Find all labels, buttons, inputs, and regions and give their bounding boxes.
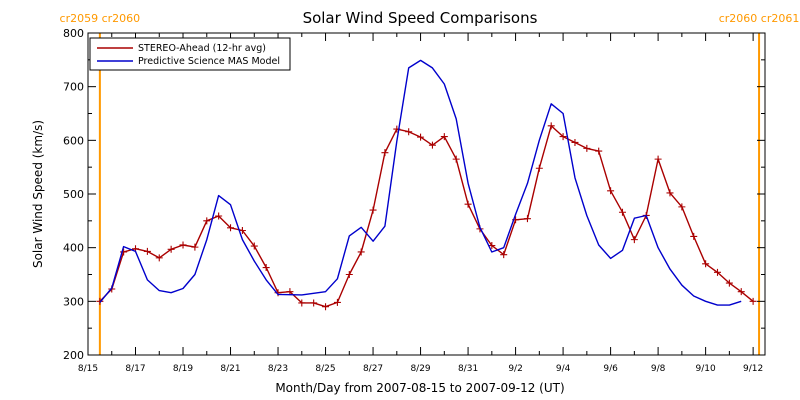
x-tick-label: 8/15 bbox=[78, 364, 98, 374]
data-point-stereo bbox=[678, 203, 686, 211]
carrington-marker-label: cr2060 cr2061 bbox=[719, 12, 800, 25]
x-tick-label: 8/25 bbox=[315, 364, 335, 374]
y-tick-label: 400 bbox=[63, 242, 84, 255]
x-tick-label: 8/23 bbox=[268, 364, 288, 374]
data-point-stereo bbox=[547, 122, 555, 130]
data-point-stereo bbox=[143, 247, 151, 255]
series-line-stereo bbox=[99, 125, 754, 308]
data-point-stereo bbox=[595, 147, 603, 155]
x-tick-label: 9/8 bbox=[651, 364, 666, 374]
data-point-stereo bbox=[203, 217, 211, 225]
data-point-stereo bbox=[630, 236, 638, 244]
plot-frame bbox=[87, 32, 766, 356]
x-tick-label: 9/6 bbox=[603, 364, 618, 374]
data-point-stereo bbox=[559, 133, 567, 141]
x-tick-label: 8/27 bbox=[363, 364, 383, 374]
data-point-stereo bbox=[607, 187, 615, 195]
series-line-mas bbox=[99, 59, 742, 306]
data-point-stereo bbox=[464, 200, 472, 208]
y-tick-label: 600 bbox=[63, 134, 84, 147]
y-tick-label: 700 bbox=[63, 81, 84, 94]
legend-label-mas: Predictive Science MAS Model bbox=[138, 56, 280, 67]
data-point-stereo bbox=[749, 297, 757, 305]
data-point-stereo bbox=[179, 241, 187, 249]
data-point-stereo bbox=[274, 289, 282, 297]
data-point-stereo bbox=[713, 268, 721, 276]
axes: 200 300 400 500 600 700 800 8/15 8/17 8/19 8/21 8/2… bbox=[63, 27, 765, 374]
data-point-stereo bbox=[737, 288, 745, 296]
legend: STEREO-Ahead (12-hr avg) Predictive Scie… bbox=[89, 37, 291, 71]
data-point-stereo bbox=[417, 133, 425, 141]
x-tick-label: 8/31 bbox=[458, 364, 478, 374]
y-tick-label: 800 bbox=[63, 27, 84, 40]
y-axis-label: Solar Wind Speed (km/s) bbox=[31, 120, 45, 268]
data-point-stereo bbox=[262, 264, 270, 272]
data-point-stereo bbox=[702, 260, 710, 268]
x-tick-label: 8/29 bbox=[410, 364, 430, 374]
data-point-stereo bbox=[381, 149, 389, 157]
data-point-stereo bbox=[500, 251, 508, 259]
x-tick-label: 8/17 bbox=[125, 364, 145, 374]
data-point-stereo bbox=[333, 298, 341, 306]
data-point-stereo bbox=[725, 279, 733, 287]
y-tick-label: 300 bbox=[63, 295, 84, 308]
data-point-stereo bbox=[227, 224, 235, 232]
data-point-stereo bbox=[535, 164, 543, 172]
y-tick-label: 500 bbox=[63, 188, 84, 201]
chart-title: Solar Wind Speed Comparisons bbox=[303, 9, 538, 27]
data-point-stereo bbox=[428, 141, 436, 149]
data-point-stereo bbox=[452, 155, 460, 163]
data-point-stereo bbox=[666, 189, 674, 197]
data-point-stereo bbox=[523, 215, 531, 223]
data-point-stereo bbox=[571, 138, 579, 146]
data-point-stereo bbox=[583, 144, 591, 152]
data-point-stereo bbox=[250, 242, 258, 250]
data-point-stereo bbox=[322, 303, 330, 311]
data-point-stereo bbox=[440, 133, 448, 141]
data-point-stereo bbox=[488, 242, 496, 250]
data-point-stereo bbox=[345, 271, 353, 278]
y-tick-label: 200 bbox=[63, 349, 84, 362]
data-point-stereo bbox=[215, 212, 223, 220]
x-tick-label: 9/10 bbox=[696, 364, 716, 374]
data-point-stereo bbox=[369, 206, 377, 214]
series-group bbox=[96, 59, 757, 311]
data-point-stereo bbox=[298, 299, 306, 307]
data-point-stereo bbox=[310, 299, 318, 307]
data-point-stereo bbox=[618, 208, 626, 216]
x-axis-label: Month/Day from 2007-08-15 to 2007-09-12 … bbox=[275, 381, 564, 395]
carrington-marker-label: cr2059 cr2060 bbox=[60, 12, 141, 25]
x-tick-label: 9/2 bbox=[508, 364, 522, 374]
legend-box bbox=[89, 37, 291, 71]
x-tick-label: 9/4 bbox=[556, 364, 571, 374]
data-point-stereo bbox=[191, 243, 199, 251]
x-tick-label: 8/21 bbox=[220, 364, 240, 374]
data-point-stereo bbox=[405, 128, 413, 136]
data-point-stereo bbox=[654, 155, 662, 163]
data-point-stereo bbox=[155, 254, 163, 262]
data-point-stereo bbox=[357, 248, 365, 256]
data-point-stereo bbox=[167, 245, 175, 253]
legend-label-stereo: STEREO-Ahead (12-hr avg) bbox=[138, 43, 266, 54]
data-point-stereo bbox=[238, 226, 246, 234]
x-tick-label: 8/19 bbox=[173, 364, 193, 374]
data-point-stereo bbox=[690, 232, 698, 240]
data-point-stereo bbox=[120, 248, 128, 256]
x-tick-label: 9/12 bbox=[743, 364, 763, 374]
